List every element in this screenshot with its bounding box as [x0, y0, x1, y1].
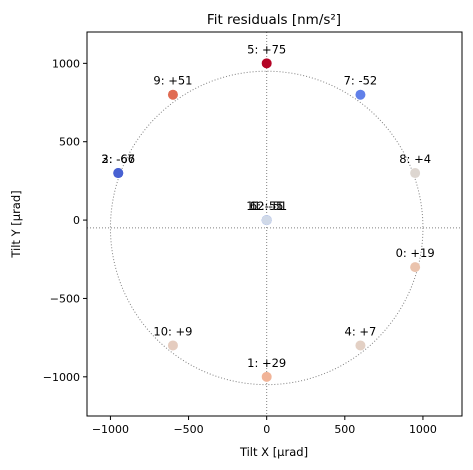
- scatter-point-3: [113, 168, 124, 179]
- y-axis-label: Tilt Y [μrad]: [9, 190, 23, 258]
- scatter-point-1: [261, 371, 272, 382]
- x-tick-label-3: 500: [334, 423, 355, 436]
- point-label-9: 9: +51: [153, 74, 192, 88]
- scatter-point-8: [410, 168, 421, 179]
- y-tick-label-1: −500: [50, 292, 80, 305]
- scatter-point-4: [355, 340, 366, 351]
- reference-circle: [109, 70, 424, 386]
- scatter-point-5: [261, 58, 272, 69]
- scatter-point-10: [167, 340, 178, 351]
- point-label-11: 11: -51: [246, 199, 287, 213]
- x-tick-label-4: 1000: [409, 423, 437, 436]
- plot-area: 0: +19 1: +29 2: -663: -67 4: +7 5: +75 6: -5…: [87, 32, 462, 416]
- scatter-point-0: [410, 262, 421, 273]
- y-tick-label-4: 1000: [52, 57, 80, 70]
- point-label-4: 4: +7: [345, 324, 377, 338]
- point-label-2: 2: -66: [101, 152, 135, 166]
- x-tick-label-1: −500: [173, 423, 203, 436]
- y-tick-label-2: 0: [73, 214, 80, 227]
- scatter-point-7: [355, 89, 366, 100]
- chart-title: Fit residuals [nm/s²]: [207, 12, 341, 28]
- point-label-1: 1: +29: [247, 356, 286, 370]
- point-label-10: 10: +9: [153, 324, 192, 338]
- point-label-12: 12: -5: [250, 199, 284, 213]
- y-tick-label-3: 500: [59, 136, 80, 149]
- point-label-5: 5: +75: [247, 42, 286, 56]
- y-tick-label-0: −1000: [43, 371, 80, 384]
- point-label-0: 0: +19: [396, 246, 435, 260]
- axis-ticks: −1000 −500 0 500 1000 −1000 −500 0 500 1000: [43, 57, 437, 436]
- point-label-6: 6: -51: [250, 199, 284, 213]
- scatter-point-12: [261, 215, 272, 226]
- point-label-3: 3: -67: [101, 152, 135, 166]
- x-axis-label: Tilt X [μrad]: [239, 445, 308, 459]
- point-label-8: 8: +4: [399, 152, 431, 166]
- scatter-point-9: [167, 89, 178, 100]
- x-tick-label-0: −1000: [92, 423, 129, 436]
- plot-frame: [86, 31, 463, 417]
- point-label-7: 7: -52: [344, 74, 378, 88]
- x-tick-label-2: 0: [263, 423, 270, 436]
